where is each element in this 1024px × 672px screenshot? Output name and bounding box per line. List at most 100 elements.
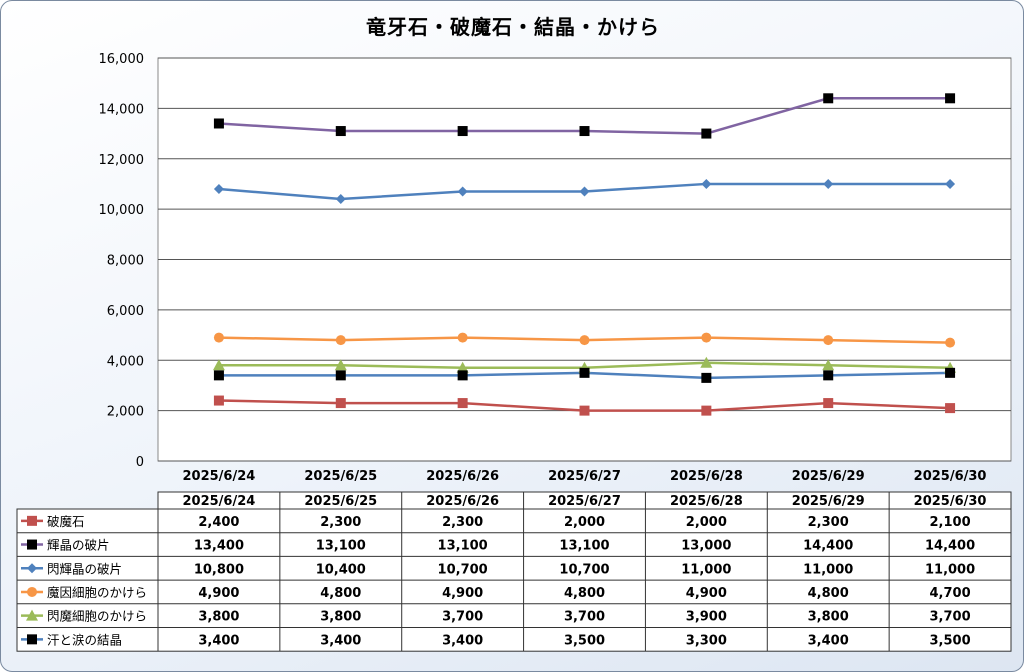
data-point (335, 370, 346, 381)
table-cell: 4,800 (320, 586, 361, 601)
table-header-cell: 2025/6/24 (183, 494, 256, 509)
table-cell: 3,500 (930, 633, 971, 648)
table-cell: 3,700 (564, 610, 605, 625)
data-point (701, 178, 712, 189)
data-point (579, 367, 590, 378)
legend-label: 汗と涙の結晶 (47, 632, 122, 647)
legend-label: 輝晶の破片 (47, 538, 110, 553)
table-cell: 2,400 (198, 515, 239, 530)
x-tick-label: 2025/6/27 (548, 469, 621, 484)
x-tick-label: 2025/6/28 (670, 469, 743, 484)
table-cell: 13,000 (681, 539, 731, 554)
table-cell: 13,100 (316, 539, 366, 554)
data-point (335, 335, 346, 346)
data-point (334, 359, 347, 371)
table-cell: 3,700 (930, 610, 971, 625)
y-tick-label: 10,000 (99, 203, 145, 218)
data-point (27, 515, 37, 526)
data-point (26, 609, 38, 621)
y-tick-label: 12,000 (99, 153, 145, 168)
table-header-cell: 2025/6/29 (792, 494, 865, 509)
x-tick-label: 2025/6/25 (304, 469, 377, 484)
table-cell: 4,900 (686, 586, 727, 601)
table-cell: 2,300 (442, 515, 483, 530)
table-cell: 11,000 (803, 562, 853, 577)
table-cell: 2,300 (320, 515, 361, 530)
table-cell: 3,800 (320, 610, 361, 625)
y-tick-label: 16,000 (99, 52, 145, 67)
data-point (823, 178, 834, 189)
table-cell: 2,000 (686, 515, 727, 530)
table-cell: 10,700 (438, 562, 488, 577)
data-point (579, 186, 590, 197)
y-tick-label: 2,000 (107, 405, 144, 420)
legend-label: 魔因細胞のかけら (47, 585, 147, 600)
table-cell: 10,400 (316, 562, 366, 577)
table-cell: 3,400 (320, 633, 361, 648)
table-cell: 13,100 (438, 539, 488, 554)
data-point (457, 186, 468, 197)
table-cell: 10,800 (194, 562, 244, 577)
y-tick-label: 4,000 (107, 354, 144, 369)
table-header-cell: 2025/6/30 (914, 494, 987, 509)
table-cell: 13,400 (194, 539, 244, 554)
table-cell: 10,700 (559, 562, 609, 577)
legend-label: 閃魔細胞のかけら (47, 609, 147, 624)
data-point (335, 398, 346, 409)
x-tick-label: 2025/6/30 (914, 469, 987, 484)
data-point (579, 405, 590, 416)
table-cell: 3,400 (808, 633, 849, 648)
y-tick-label: 8,000 (107, 254, 144, 269)
data-point (213, 332, 224, 343)
x-tick-label: 2025/6/26 (426, 469, 499, 484)
data-point (701, 128, 712, 139)
data-point (822, 359, 835, 371)
table-cell: 3,700 (442, 610, 483, 625)
table-cell: 2,000 (564, 515, 605, 530)
table-cell: 3,400 (198, 633, 239, 648)
data-point (213, 118, 224, 129)
table-cell: 3,300 (686, 633, 727, 648)
data-point (823, 93, 834, 104)
data-point (457, 332, 468, 343)
y-tick-label: 6,000 (107, 304, 144, 319)
x-tick-label: 2025/6/24 (183, 469, 256, 484)
data-point (213, 370, 224, 381)
table-cell: 2,300 (808, 515, 849, 530)
table-cell: 4,700 (930, 586, 971, 601)
data-point (27, 563, 37, 574)
table-cell: 14,400 (925, 539, 975, 554)
table-cell: 11,000 (925, 562, 975, 577)
data-point (823, 398, 834, 409)
data-point (213, 395, 224, 406)
data-point (579, 126, 590, 137)
data-point (213, 183, 224, 194)
table-cell: 2,100 (930, 515, 971, 530)
data-point (27, 586, 37, 597)
data-point (335, 194, 346, 205)
data-point (701, 405, 712, 416)
data-point (945, 337, 956, 348)
data-point (945, 93, 956, 104)
data-point (700, 356, 713, 368)
data-point (945, 178, 956, 189)
table-cell: 4,800 (808, 586, 849, 601)
table-header-cell: 2025/6/28 (670, 494, 743, 509)
chart-title: 竜牙石・破魔石・結晶・かけら (366, 15, 660, 39)
data-point (457, 126, 468, 137)
table-cell: 13,100 (559, 539, 609, 554)
table-cell: 3,400 (442, 633, 483, 648)
data-point (27, 539, 37, 550)
data-point (457, 398, 468, 409)
table-cell: 4,900 (442, 586, 483, 601)
table-cell: 3,900 (686, 610, 727, 625)
table-cell: 4,900 (198, 586, 239, 601)
legend-label: 閃輝晶の破片 (47, 561, 122, 576)
table-cell: 3,500 (564, 633, 605, 648)
data-point (945, 403, 956, 414)
data-point (456, 361, 469, 373)
x-tick-label: 2025/6/29 (792, 469, 865, 484)
data-point (701, 372, 712, 383)
